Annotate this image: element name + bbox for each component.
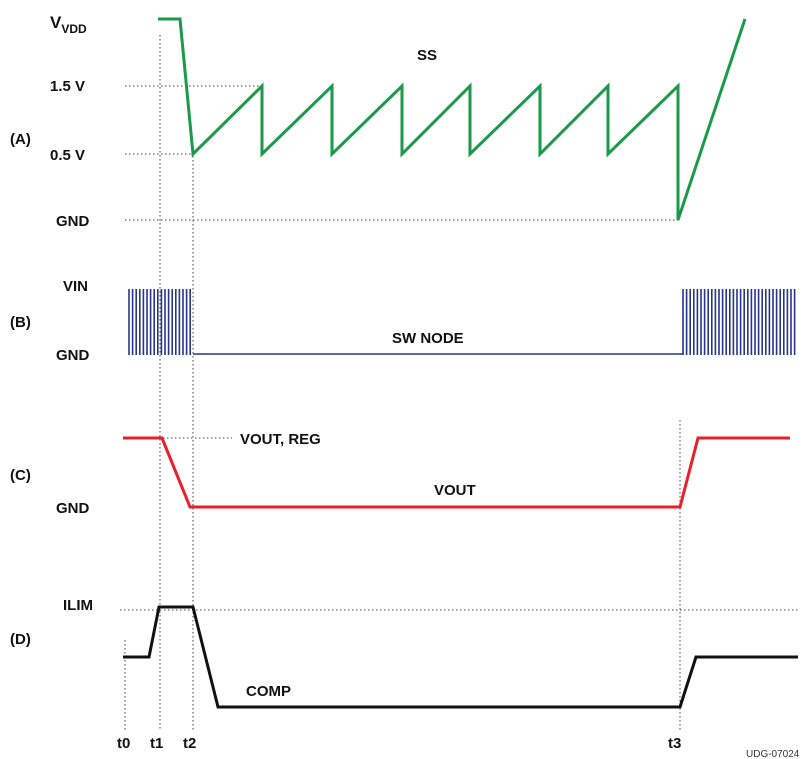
time-guides (124, 35, 681, 730)
level-label-gnd-a: GND (56, 213, 90, 230)
vout-waveform (123, 436, 790, 509)
signal-label-ss: SS (417, 47, 437, 64)
panel-label-c: (C) (10, 467, 31, 484)
time-marker-t0: t0 (117, 735, 130, 752)
sw-pulses-end (682, 289, 796, 355)
level-label-gnd-c: GND (56, 500, 90, 517)
panel-label-b: (B) (10, 314, 31, 331)
level-label-0p5v: 0.5 V (50, 147, 85, 164)
time-marker-t3: t3 (668, 735, 681, 752)
signal-label-sw-node: SW NODE (392, 330, 464, 347)
level-label-vvdd: VVDD (50, 13, 87, 36)
sw-node-waveform (128, 289, 796, 355)
level-label-gnd-b: GND (56, 347, 90, 364)
level-label-ilim: ILIM (63, 597, 93, 614)
level-guides (120, 85, 798, 611)
figure-id: UDG-07024 (746, 749, 800, 759)
level-label-vin: VIN (63, 278, 88, 295)
signal-label-vout-reg: VOUT, REG (240, 431, 321, 448)
signal-label-vout: VOUT (434, 482, 476, 499)
sw-pulses-start (128, 289, 191, 355)
panel-label-a: (A) (10, 131, 31, 148)
comp-waveform (123, 605, 798, 709)
level-label-1p5v: 1.5 V (50, 78, 85, 95)
signal-label-comp: COMP (246, 683, 291, 700)
ss-waveform (158, 17, 747, 221)
panel-label-d: (D) (10, 631, 31, 648)
time-marker-t1: t1 (150, 735, 163, 752)
time-marker-t2: t2 (183, 735, 196, 752)
